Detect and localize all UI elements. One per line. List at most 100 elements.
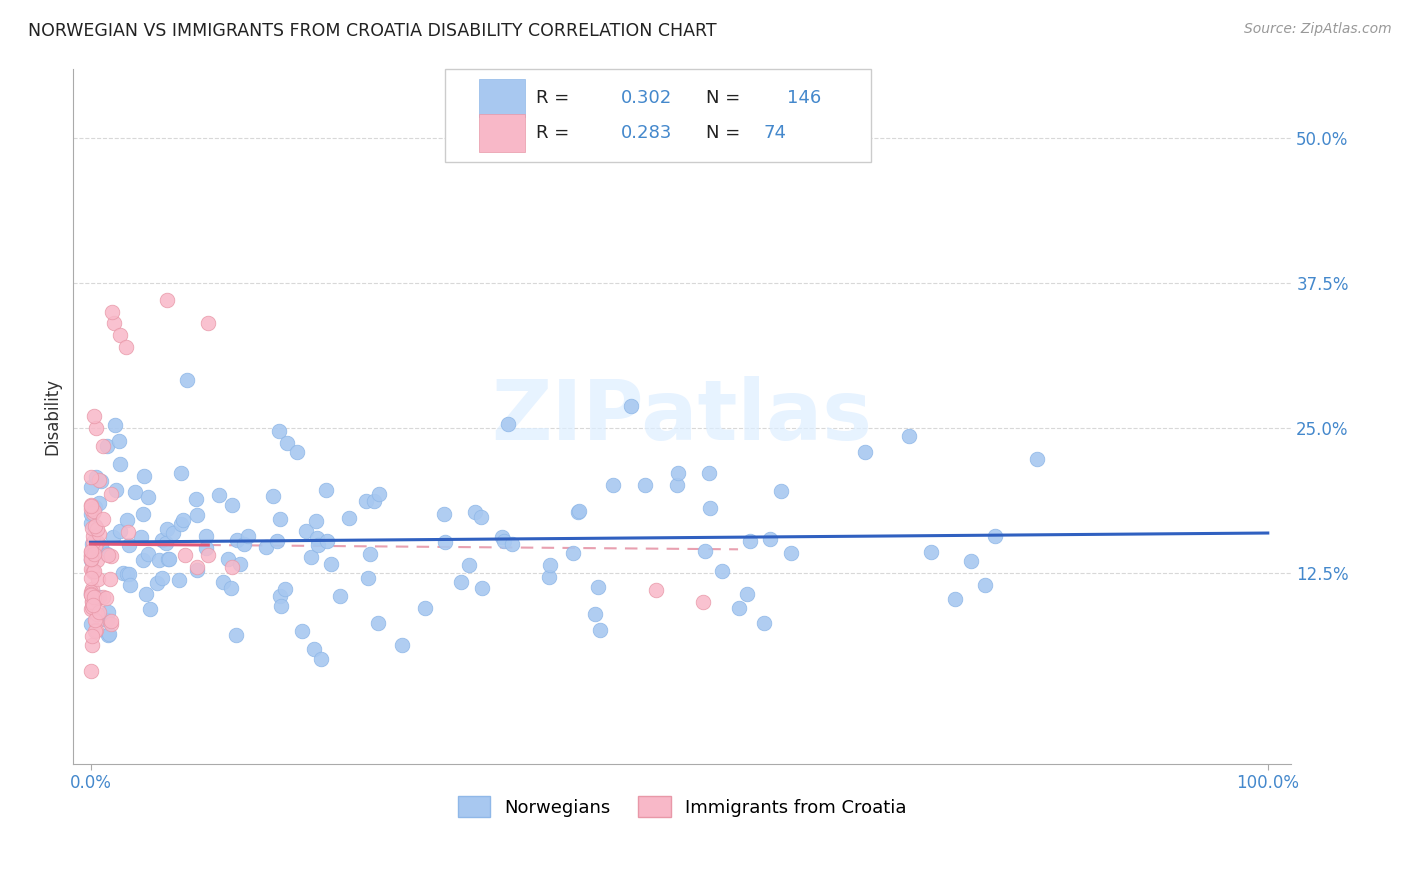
Point — [186, 508, 208, 522]
Text: 0.283: 0.283 — [621, 124, 672, 142]
Point — [118, 538, 141, 552]
Point — [727, 600, 749, 615]
Point — [83, 409, 105, 424]
Point — [100, 616, 122, 631]
Point — [82, 598, 104, 612]
Point — [98, 627, 121, 641]
Point — [665, 478, 688, 492]
Point — [458, 558, 481, 572]
Point — [129, 530, 152, 544]
Point — [305, 531, 328, 545]
Point — [754, 615, 776, 630]
Point — [89, 590, 111, 604]
Point — [96, 439, 118, 453]
Point — [82, 563, 104, 577]
Point — [104, 417, 127, 432]
Point — [897, 429, 920, 443]
Point — [311, 652, 333, 666]
Point — [80, 507, 103, 521]
Point — [108, 328, 131, 343]
Point — [80, 600, 103, 615]
Point — [82, 506, 104, 520]
Point — [170, 516, 193, 531]
Legend: Norwegians, Immigrants from Croatia: Norwegians, Immigrants from Croatia — [450, 789, 914, 824]
Point — [87, 473, 110, 487]
Point — [217, 552, 239, 566]
Point — [697, 466, 720, 480]
Point — [82, 565, 104, 579]
Text: R =: R = — [536, 124, 575, 142]
Point — [96, 591, 118, 605]
Point — [80, 552, 103, 566]
Point — [291, 624, 314, 639]
FancyBboxPatch shape — [444, 69, 870, 162]
Point — [391, 638, 413, 652]
Point — [501, 537, 523, 551]
Point — [82, 547, 104, 561]
Point — [83, 519, 105, 533]
Point — [79, 499, 101, 513]
Point — [644, 582, 666, 597]
Point — [132, 468, 155, 483]
Point — [83, 519, 105, 533]
Point — [136, 547, 159, 561]
Point — [170, 466, 193, 480]
Point — [100, 487, 122, 501]
Text: 0.302: 0.302 — [621, 89, 672, 107]
Point — [302, 642, 325, 657]
Point — [115, 513, 138, 527]
Point — [89, 527, 111, 541]
Point — [589, 623, 612, 637]
Point — [117, 525, 139, 540]
Point — [496, 417, 519, 431]
Point — [853, 444, 876, 458]
Point — [150, 571, 173, 585]
Point — [80, 470, 103, 484]
Point — [634, 477, 657, 491]
Point — [80, 584, 103, 599]
Point — [176, 373, 198, 387]
Point — [80, 586, 103, 600]
Point — [238, 529, 260, 543]
Text: ZIPatlas: ZIPatlas — [492, 376, 873, 457]
Point — [780, 546, 803, 560]
Point — [156, 293, 179, 308]
Point — [87, 605, 110, 619]
Point — [84, 624, 107, 638]
Bar — [478, 114, 524, 153]
Point — [567, 505, 589, 519]
Point — [139, 602, 162, 616]
Point — [80, 629, 103, 643]
Point — [87, 572, 110, 586]
Point — [337, 511, 360, 525]
Point — [471, 581, 494, 595]
Point — [84, 592, 107, 607]
Point — [80, 553, 103, 567]
Point — [155, 535, 177, 549]
Point — [135, 587, 157, 601]
Text: N =: N = — [706, 124, 747, 142]
Point — [80, 543, 103, 558]
Point — [357, 571, 380, 585]
Bar — [478, 78, 524, 117]
Point — [105, 483, 128, 498]
Point — [91, 591, 114, 605]
Point — [80, 595, 103, 609]
Point — [710, 564, 733, 578]
Point — [120, 578, 142, 592]
Point — [100, 614, 122, 628]
Point — [735, 587, 758, 601]
Point — [186, 491, 208, 506]
Point — [254, 540, 277, 554]
Point — [620, 399, 643, 413]
Point — [692, 594, 714, 608]
Point — [156, 522, 179, 536]
Point — [80, 582, 103, 596]
Point — [197, 548, 219, 562]
Point — [86, 552, 108, 566]
Point — [197, 317, 219, 331]
Point — [232, 537, 254, 551]
Point — [974, 578, 997, 592]
Point — [329, 589, 352, 603]
Point — [83, 523, 105, 537]
